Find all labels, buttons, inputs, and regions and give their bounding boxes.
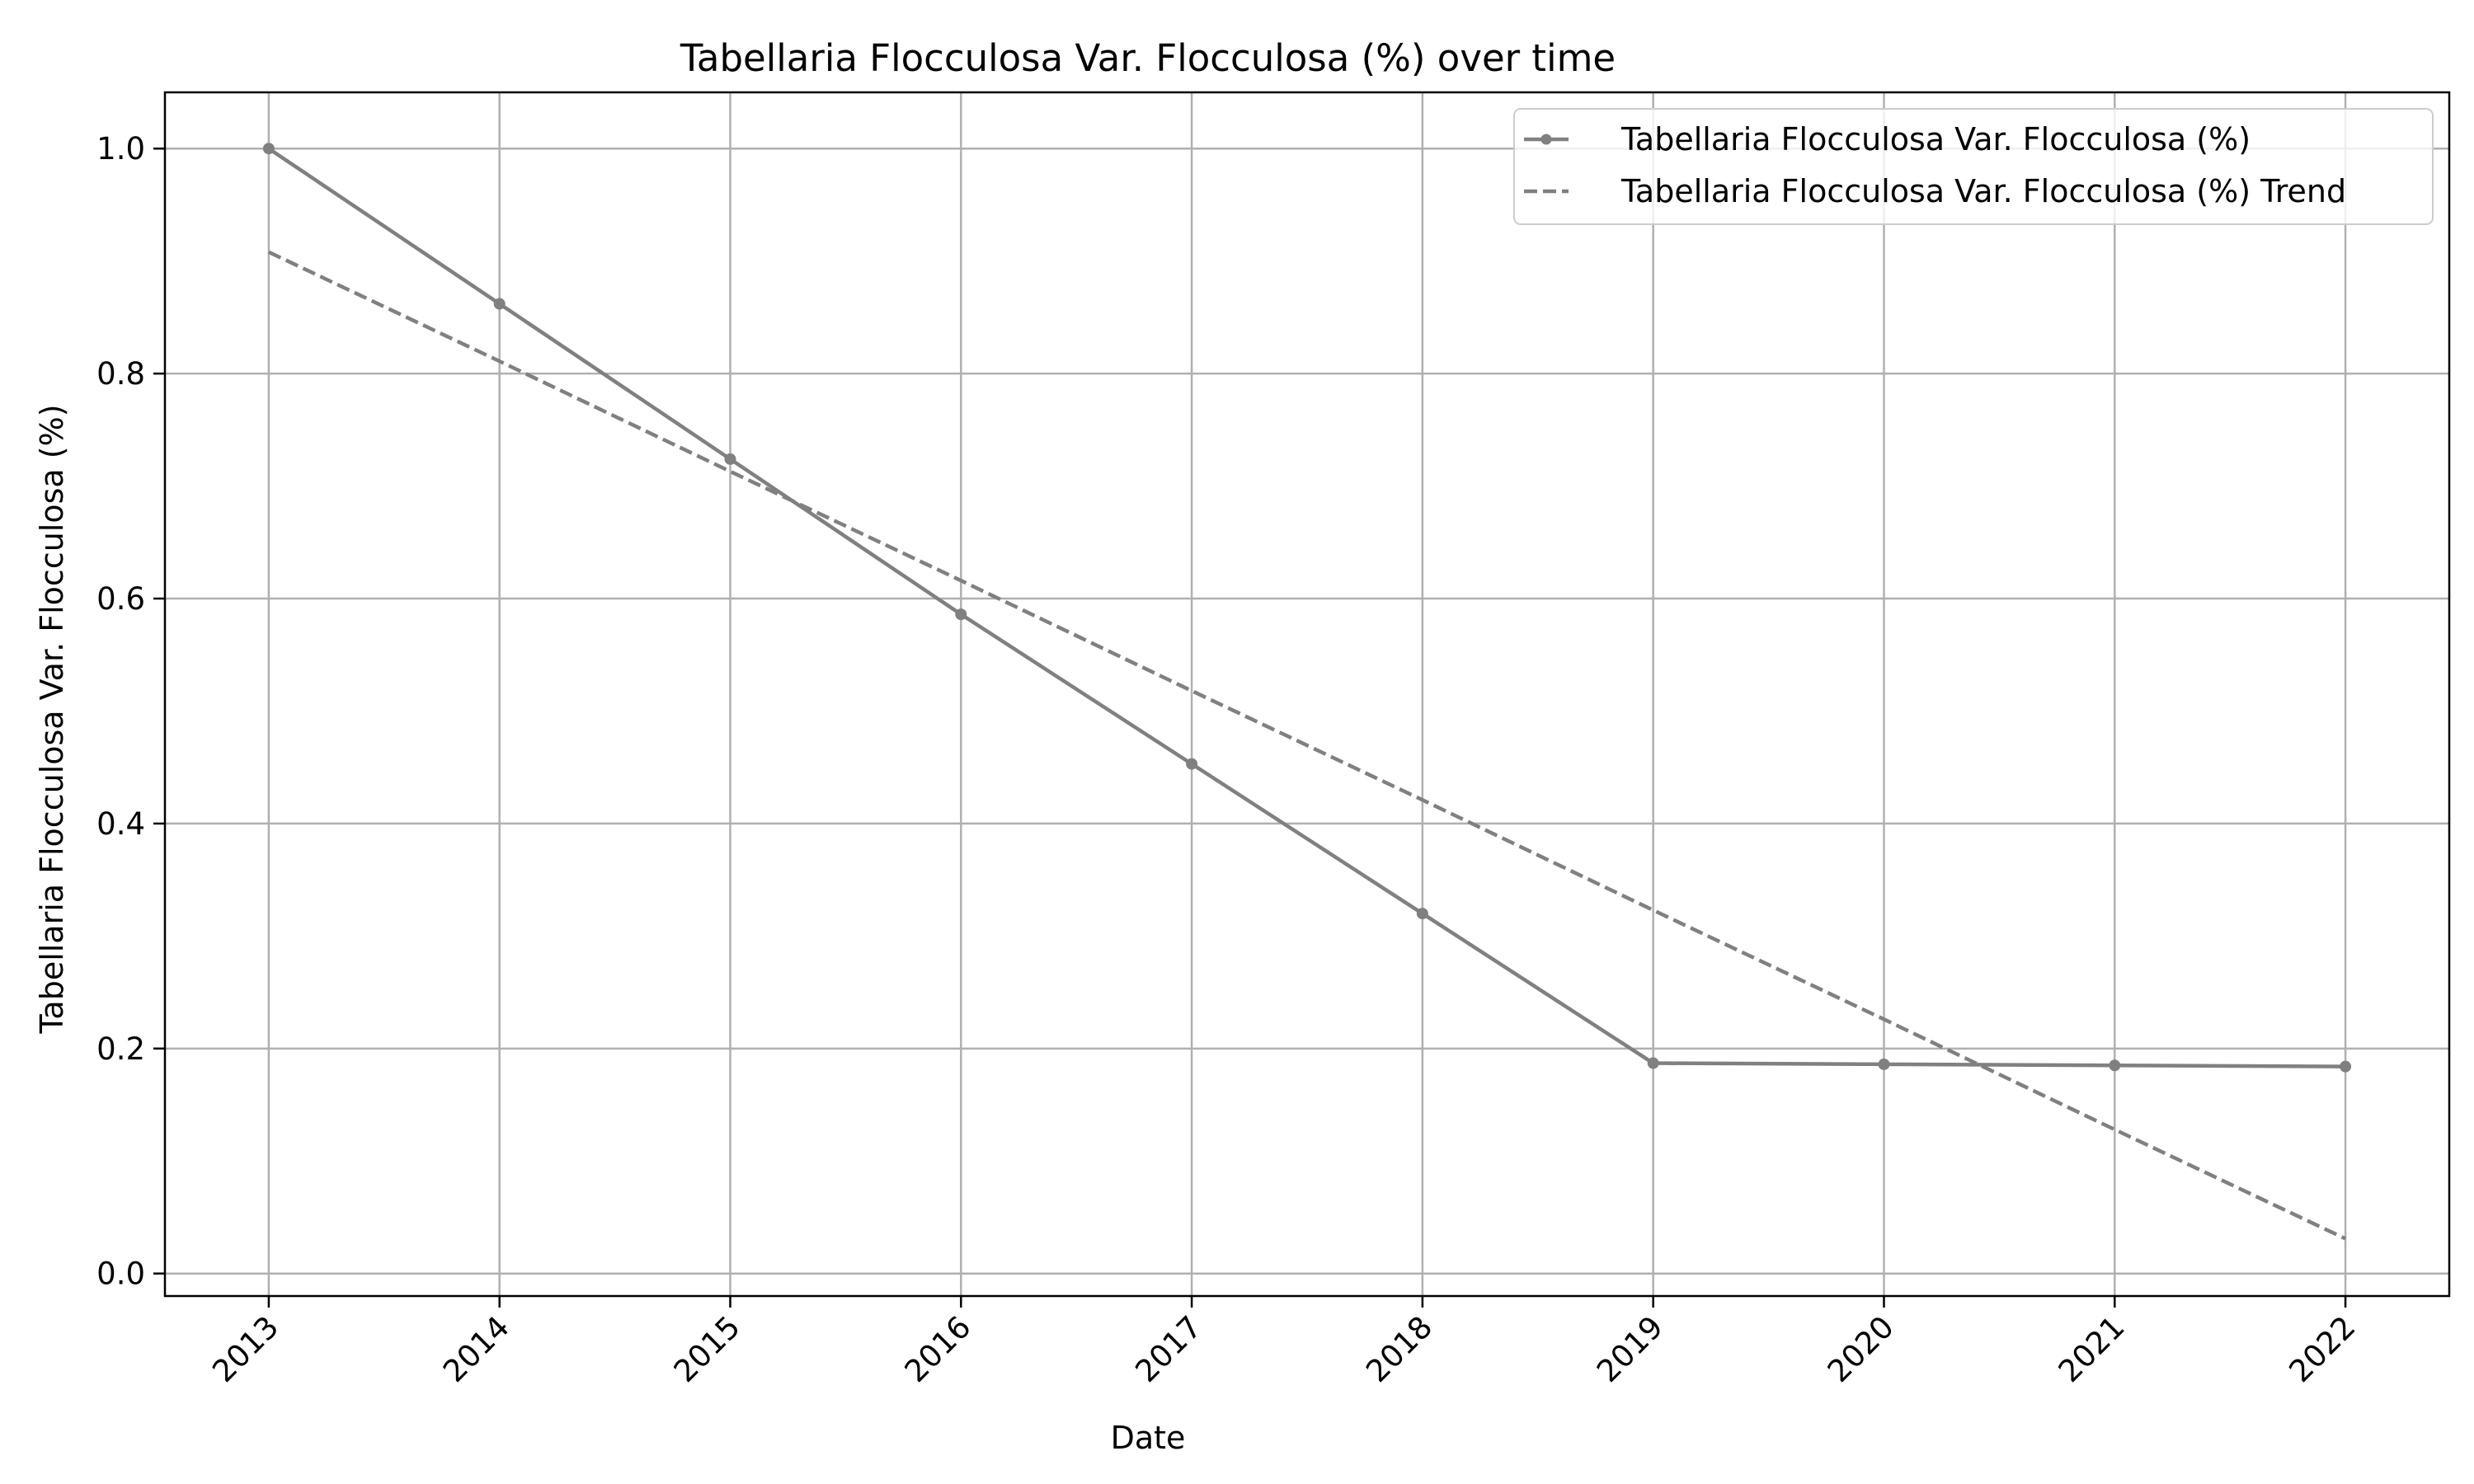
y-tick-label: 0.8: [96, 356, 145, 392]
trend-line: [267, 250, 2347, 1241]
legend-label-trend: Tabellaria Flocculosa Var. Flocculosa (%…: [1620, 173, 2346, 209]
y-tick-label: 0.0: [96, 1256, 145, 1292]
grid-lines: [165, 92, 2449, 1296]
y-tick-label: 1.0: [96, 131, 145, 167]
series-line: [267, 147, 2346, 1068]
y-tick-label: 0.6: [96, 581, 145, 617]
y-tick-label: 0.4: [96, 806, 145, 842]
y-axis-label: Tabellaria Flocculosa Var. Flocculosa (%…: [34, 404, 70, 1034]
chart-title: Tabellaria Flocculosa Var. Flocculosa (%…: [680, 36, 1616, 80]
data-point: [1186, 758, 1198, 770]
data-point: [2109, 1059, 2121, 1072]
y-axis: 0.0 0.2 0.4 0.6 0.8 1.0: [96, 131, 165, 1292]
data-point: [1416, 908, 1428, 920]
legend-box: [1513, 108, 2434, 225]
series-layer: [262, 143, 2352, 1241]
data-point: [2340, 1060, 2352, 1073]
data-point: [955, 608, 967, 621]
legend: Tabellaria Flocculosa Var. Flocculosa (%…: [1513, 108, 2434, 225]
legend-marker-observed: [1540, 134, 1552, 145]
data-point: [493, 298, 506, 310]
plot-frame: [163, 91, 2451, 1298]
y-tick-label: 0.2: [96, 1031, 145, 1067]
data-point: [724, 453, 736, 465]
legend-label-observed: Tabellaria Flocculosa Var. Flocculosa (%…: [1620, 121, 2251, 157]
x-axis-label: Date: [1111, 1420, 1186, 1456]
data-point: [262, 143, 275, 155]
data-point: [1647, 1057, 1659, 1069]
data-point: [1878, 1058, 1890, 1070]
